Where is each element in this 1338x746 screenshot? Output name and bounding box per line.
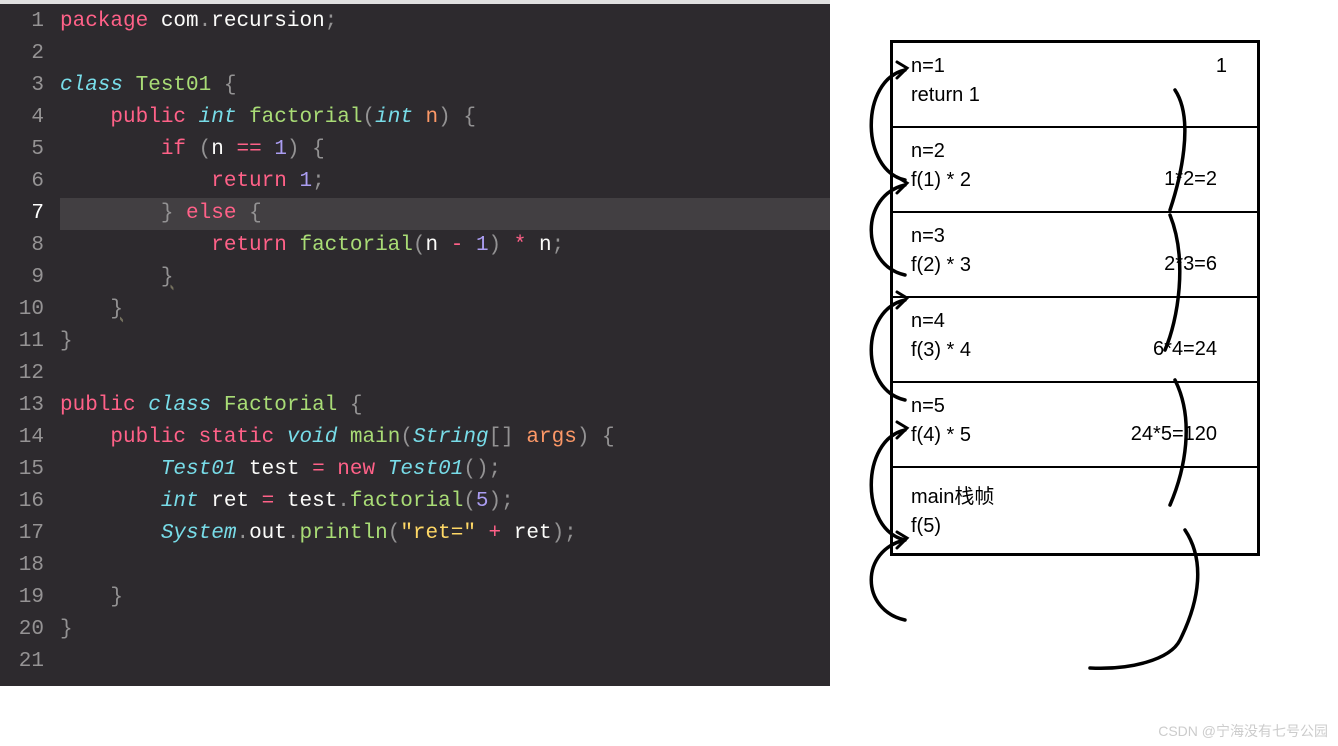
frame-state: n=1 (911, 55, 980, 78)
line-number: 6 (0, 166, 44, 198)
code-line: if (n == 1) { (60, 134, 830, 166)
frame-call: f(4) * 5 (911, 424, 971, 447)
code-line: } (60, 614, 830, 646)
code-line (60, 646, 830, 678)
line-number: 16 (0, 486, 44, 518)
line-number: 12 (0, 358, 44, 390)
line-number: 2 (0, 38, 44, 70)
frame-result: 24*5=120 (1131, 423, 1217, 446)
code-line: } (60, 262, 830, 294)
line-number: 4 (0, 102, 44, 134)
frame-state: n=3 (911, 225, 971, 248)
frame-call: f(5) (911, 515, 994, 538)
watermark-text: CSDN @宁海没有七号公园 (1158, 721, 1328, 741)
stack-frame: n=4 f(3) * 4 6*4=24 (893, 298, 1257, 383)
frame-state: main栈帧 (911, 480, 994, 509)
code-line: class Test01 { (60, 70, 830, 102)
line-number: 18 (0, 550, 44, 582)
code-line: System.out.println("ret=" + ret); (60, 518, 830, 550)
code-line: } else { (60, 198, 830, 230)
frame-call: f(3) * 4 (911, 339, 971, 362)
line-number: 14 (0, 422, 44, 454)
code-content: package com.recursion; class Test01 { pub… (60, 4, 830, 686)
line-number: 5 (0, 134, 44, 166)
stack-diagram: n=1 return 1 1 n=2 f(1) * 2 1*2=2 n=3 f(2) * 3 2… (830, 0, 1338, 746)
line-number: 3 (0, 70, 44, 102)
code-line: } (60, 294, 830, 326)
stack-frame: n=5 f(4) * 5 24*5=120 (893, 383, 1257, 468)
frame-call: f(1) * 2 (911, 169, 971, 192)
line-gutter: 123456789101112131415161718192021 (0, 4, 60, 686)
frame-value: 1 (1216, 55, 1227, 78)
frame-call: f(2) * 3 (911, 254, 971, 277)
frame-result: 1*2=2 (1164, 168, 1217, 191)
line-number: 11 (0, 326, 44, 358)
stack-frames-table: n=1 return 1 1 n=2 f(1) * 2 1*2=2 n=3 f(2) * 3 2… (890, 40, 1260, 556)
stack-frame: n=1 return 1 1 (893, 43, 1257, 128)
line-number: 10 (0, 294, 44, 326)
frame-state: n=5 (911, 395, 971, 418)
line-number: 21 (0, 646, 44, 678)
line-number: 7 (0, 198, 44, 230)
frame-result: 2*3=6 (1164, 253, 1217, 276)
line-number: 19 (0, 582, 44, 614)
frame-result: 6*4=24 (1153, 338, 1217, 361)
line-number: 15 (0, 454, 44, 486)
code-editor: 123456789101112131415161718192021 packag… (0, 0, 830, 686)
stack-frame: n=3 f(2) * 3 2*3=6 (893, 213, 1257, 298)
code-line: public int factorial(int n) { (60, 102, 830, 134)
code-line: } (60, 326, 830, 358)
line-number: 20 (0, 614, 44, 646)
code-line: return factorial(n - 1) * n; (60, 230, 830, 262)
frame-call: return 1 (911, 84, 980, 107)
code-line: int ret = test.factorial(5); (60, 486, 830, 518)
frame-state: n=4 (911, 310, 971, 333)
line-number: 1 (0, 6, 44, 38)
stack-frame: n=2 f(1) * 2 1*2=2 (893, 128, 1257, 213)
line-number: 13 (0, 390, 44, 422)
code-line: public static void main(String[] args) { (60, 422, 830, 454)
stack-frame: main栈帧 f(5) (893, 468, 1257, 553)
code-line (60, 550, 830, 582)
line-number: 17 (0, 518, 44, 550)
line-number: 8 (0, 230, 44, 262)
code-line (60, 38, 830, 70)
code-line (60, 358, 830, 390)
code-line: public class Factorial { (60, 390, 830, 422)
code-line: package com.recursion; (60, 6, 830, 38)
frame-state: n=2 (911, 140, 971, 163)
code-line: return 1; (60, 166, 830, 198)
code-line: } (60, 582, 830, 614)
line-number: 9 (0, 262, 44, 294)
code-line: Test01 test = new Test01(); (60, 454, 830, 486)
